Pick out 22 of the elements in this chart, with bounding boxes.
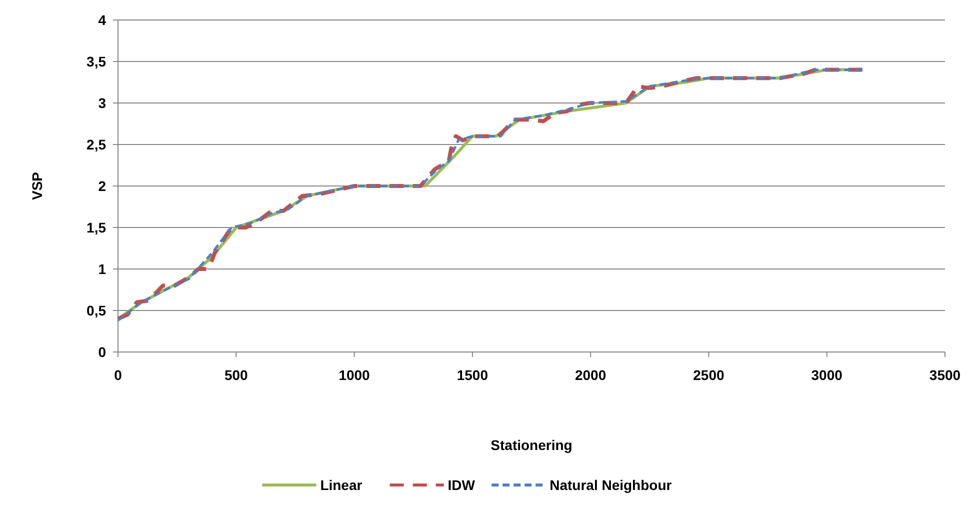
legend-label: Linear <box>320 476 363 493</box>
y-tick-label: 0,5 <box>86 302 106 318</box>
x-tick-label: 500 <box>224 367 248 383</box>
x-axis-title: Stationering <box>490 437 572 453</box>
y-axis-title: VSP <box>29 172 45 200</box>
x-tick-label: 2000 <box>574 367 606 383</box>
x-tick-label: 1500 <box>456 367 488 383</box>
x-tick-label: 3000 <box>811 367 843 383</box>
x-tick-label: 1000 <box>338 367 370 383</box>
legend-label: Natural Neighbour <box>550 476 672 493</box>
y-tick-label: 3,5 <box>86 53 106 70</box>
y-tick-label: 2 <box>98 178 106 194</box>
x-tick-label: 3500 <box>929 367 961 383</box>
y-tick-label: 4 <box>98 12 106 28</box>
x-tick-label: 2500 <box>693 367 724 383</box>
x-tick-label: 0 <box>114 367 122 383</box>
y-tick-label: 1 <box>98 260 106 277</box>
y-tick-label: 3 <box>98 94 106 111</box>
y-tick-label: 1,5 <box>86 219 106 236</box>
legend-label: IDW <box>448 476 476 493</box>
y-tick-label: 2,5 <box>86 136 106 152</box>
y-tick-label: 0 <box>98 344 106 360</box>
